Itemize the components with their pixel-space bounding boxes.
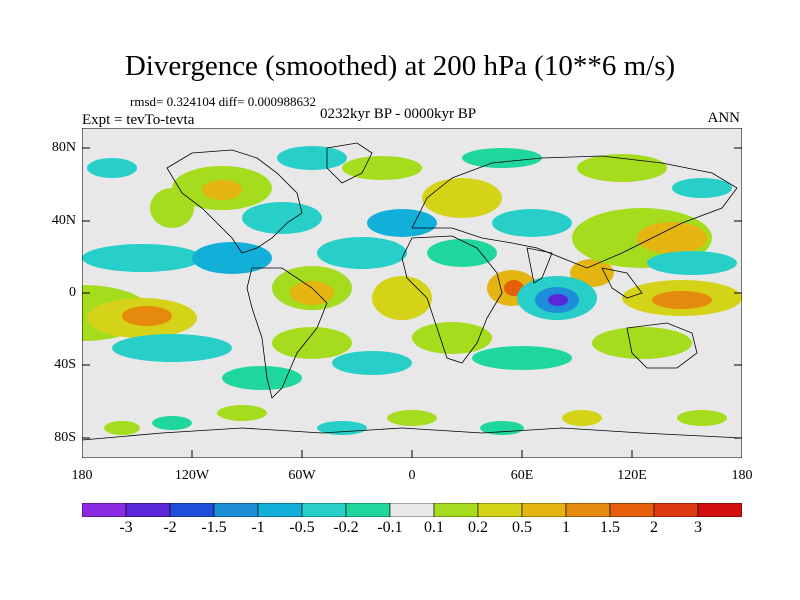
colorbar-tick-label: -2: [163, 519, 177, 536]
colorbar-swatch: [213, 503, 259, 517]
colorbar-swatch: [609, 503, 655, 517]
axis-ticks: [82, 147, 742, 458]
experiment-label: Expt = tevTo-tevta: [82, 112, 195, 128]
lat-label-80s: 80S: [54, 430, 76, 445]
colorbar-swatch: [169, 503, 215, 517]
colorbar-swatch: [477, 503, 523, 517]
colorbar: [82, 503, 742, 517]
colorbar-tick-label: -0.1: [377, 519, 403, 536]
lat-label-0: 0: [69, 285, 76, 300]
colorbar-swatch: [389, 503, 435, 517]
colorbar-tick-label: -0.5: [289, 519, 315, 536]
india-coast: [526, 247, 553, 284]
colorbar-tick-label: -0.2: [333, 519, 359, 536]
colorbar-swatch: [697, 503, 742, 517]
map-title: Divergence (smoothed) at 200 hPa (10**6 …: [124, 50, 676, 82]
colorbar-tick-label: 1.5: [600, 519, 620, 536]
coastlines: [82, 142, 742, 441]
colorbar-tick-label: 0.1: [424, 519, 444, 536]
africa-coast: [401, 235, 503, 364]
eurasia-coast: [411, 155, 738, 269]
south-america-coast: [246, 267, 328, 399]
colorbar-tick-label: -3: [119, 519, 133, 536]
greenland-coast: [326, 142, 373, 184]
colorbar-swatch: [257, 503, 303, 517]
season-label: ANN: [707, 110, 741, 126]
lon-label-120e: 120E: [617, 468, 647, 483]
antarctica-coast: [82, 427, 742, 441]
lon-label-60e: 60E: [510, 468, 534, 483]
lat-label-40n: 40N: [51, 213, 76, 228]
lon-label-0: 0: [408, 468, 416, 483]
period-label: 0232kyr BP - 0000kyr BP: [320, 106, 477, 122]
north-america-coast: [166, 149, 303, 254]
lat-label-80n: 80N: [51, 140, 76, 155]
colorbar-tick-label: 0.5: [512, 519, 532, 536]
colorbar-tick-label: 3: [694, 519, 702, 536]
colorbar-tick-label: 0.2: [468, 519, 488, 536]
colorbar-swatch: [125, 503, 171, 517]
colorbar-tick-label: 2: [650, 519, 658, 536]
colorbar-swatch: [345, 503, 391, 517]
colorbar-swatch: [653, 503, 699, 517]
southeast-asia-coast: [601, 267, 643, 299]
lon-label-120w: 120W: [174, 468, 210, 483]
lon-label-180e: 180: [731, 468, 753, 483]
lon-label-180w: 180: [71, 468, 93, 483]
colorbar-swatch: [301, 503, 347, 517]
colorbar-swatch: [565, 503, 611, 517]
colorbar-tick-label: -1: [251, 519, 265, 536]
australia-coast: [626, 322, 698, 369]
colorbar-swatch: [82, 503, 127, 517]
colorbar-swatch: [433, 503, 479, 517]
colorbar-swatch: [521, 503, 567, 517]
colorbar-tick-label: -1.5: [201, 519, 227, 536]
rmsd-diff-stats: rmsd= 0.324104 diff= 0.000988632: [130, 94, 316, 109]
lat-label-40s: 40S: [54, 357, 76, 372]
lon-label-60w: 60W: [288, 468, 316, 483]
colorbar-tick-label: 1: [562, 519, 570, 536]
divergence-map: [82, 128, 742, 458]
